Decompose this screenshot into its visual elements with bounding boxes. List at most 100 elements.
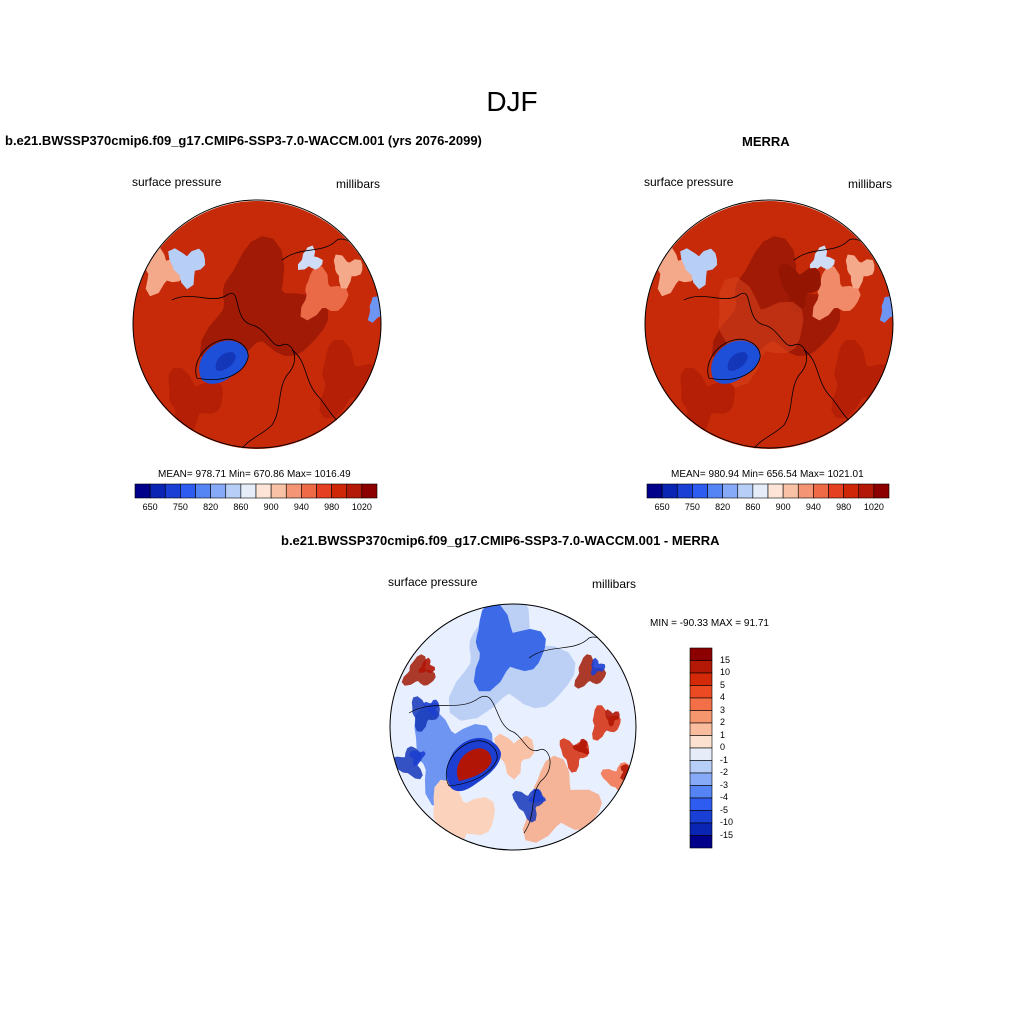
coastline	[445, 740, 498, 787]
colorbar-tick-label: -15	[720, 829, 734, 840]
colorbar-tick-label: -4	[720, 792, 729, 802]
colorbar-swatch	[722, 483, 739, 499]
coastline	[195, 338, 249, 380]
colorbar-swatch	[689, 710, 713, 724]
panel2-title: MERRA	[742, 134, 790, 149]
plateau-region	[168, 248, 206, 290]
panel3-colorbar	[689, 647, 713, 849]
panel3-variable-label: surface pressure	[388, 575, 478, 589]
colorbar-tick-label: 1020	[351, 502, 372, 512]
colorbar-swatch	[195, 483, 211, 499]
colorbar-tick-label: -5	[720, 804, 729, 815]
map-field	[133, 201, 381, 449]
colorbar-swatch	[255, 483, 272, 499]
positive-region	[522, 755, 602, 843]
negative-region	[473, 604, 546, 692]
plateau-region	[879, 296, 893, 323]
colorbar-tick-label: 10	[720, 667, 731, 677]
colorbar-tick-label: 2	[720, 717, 726, 727]
colorbar-swatch	[689, 785, 713, 799]
colorbar-swatch	[689, 660, 713, 674]
colorbar-swatch	[689, 760, 713, 774]
colorbar-swatch	[767, 483, 784, 499]
colorbar-swatch	[180, 483, 196, 499]
positive-region	[494, 733, 535, 780]
colorbar-tick-label: 15	[720, 654, 731, 665]
colorbar-swatch	[270, 483, 287, 499]
coastline	[171, 292, 296, 449]
highland-region	[300, 266, 349, 321]
panel2-polar-map	[644, 199, 894, 449]
panel3-difference-map	[389, 603, 637, 851]
colorbar-tick-label: 4	[720, 692, 726, 702]
colorbar-swatch	[134, 483, 151, 499]
panel1-stats: MEAN= 978.71 Min= 670.86 Max= 1016.49	[158, 469, 351, 480]
atlantic-region	[680, 367, 735, 437]
greenland-interior	[727, 352, 748, 371]
colorbar-swatch	[346, 483, 363, 499]
mountain-anomaly	[423, 699, 440, 717]
panel2-stats: MEAN= 980.94 Min= 656.54 Max= 1021.01	[671, 469, 864, 480]
map-border	[644, 199, 894, 449]
colorbar-swatch	[689, 772, 713, 786]
mountain-anomaly	[418, 657, 435, 674]
colorbar-swatch	[331, 483, 348, 499]
colorbar-swatch	[689, 647, 713, 661]
panel1-colorbar-ticks: 650 750 820 860 900 940 980 1020	[135, 502, 377, 514]
ocean-core-region	[200, 236, 328, 366]
colorbar-swatch	[689, 672, 713, 686]
colorbar-tick-label: 750	[172, 502, 188, 512]
colorbar-swatch	[316, 483, 332, 499]
colorbar-swatch	[361, 483, 378, 499]
mountain-anomaly	[574, 654, 607, 689]
highland-region	[145, 245, 186, 297]
colorbar-tick-label: 650	[654, 502, 670, 512]
colorbar-tick-label: 860	[745, 502, 761, 512]
colorbar-tick-label: 0	[720, 742, 726, 752]
colorbar-swatch	[843, 483, 860, 499]
greenland-positive	[456, 748, 492, 781]
panel3-title: b.e21.BWSSP370cmip6.f09_g17.CMIP6-SSP3-7…	[281, 533, 720, 548]
colorbar-swatch	[689, 685, 713, 699]
map-field	[645, 201, 893, 449]
colorbar-swatch	[752, 483, 769, 499]
colorbar-swatch	[285, 483, 302, 499]
panel2-colorbar-ticks: 650 750 820 860 900 940 980 1020	[647, 502, 889, 514]
colorbar-swatch	[210, 483, 227, 499]
map-border	[132, 199, 382, 449]
coastline	[408, 695, 551, 834]
colorbar-tick-label: 5	[720, 679, 726, 690]
colorbar-tick-label: 980	[836, 502, 852, 512]
panel1-title: b.e21.BWSSP370cmip6.f09_g17.CMIP6-SSP3-7…	[5, 133, 482, 148]
colorbar-tick-label: 900	[263, 502, 279, 512]
highland-region	[845, 254, 875, 289]
panel3-stats: MIN = -90.33 MAX = 91.71	[650, 618, 769, 629]
colorbar-swatch	[689, 822, 713, 836]
colorbar-swatch	[149, 483, 166, 499]
mountain-anomaly	[590, 657, 606, 676]
colorbar-swatch	[689, 810, 713, 824]
coastline	[683, 292, 808, 449]
panel2-colorbar	[646, 483, 890, 499]
highland-region	[812, 266, 861, 321]
panel3-units-label: millibars	[592, 577, 637, 591]
colorbar-swatch	[225, 483, 242, 499]
plateau-region	[680, 248, 718, 290]
mountain-anomaly	[592, 705, 621, 741]
colorbar-tick-label: 1020	[863, 502, 884, 512]
colorbar-swatch	[797, 483, 814, 499]
panel1-units-label: millibars	[336, 177, 381, 191]
colorbar-swatch	[858, 483, 875, 499]
colorbar-tick-label: -3	[720, 779, 729, 790]
colorbar-tick-label: -10	[720, 817, 734, 827]
panel1-variable-label: surface pressure	[132, 175, 222, 189]
colorbar-tick-label: 820	[203, 502, 219, 512]
colorbar-tick-label: 860	[233, 502, 249, 512]
map-field	[390, 604, 636, 850]
colorbar-swatch	[164, 483, 181, 499]
plateau-region	[367, 296, 381, 323]
greenland-interior	[215, 352, 236, 371]
panel2-units-label: millibars	[848, 177, 893, 191]
mountain-anomaly	[409, 750, 426, 767]
colorbar-swatch	[828, 483, 844, 499]
